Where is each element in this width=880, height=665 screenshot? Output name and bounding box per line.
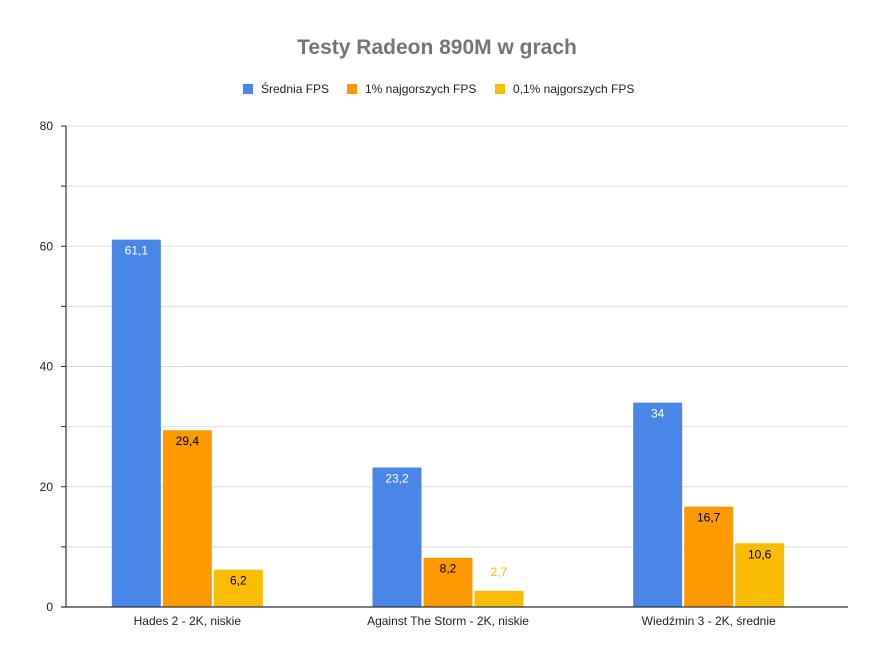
- data-label: 6,2: [230, 574, 247, 588]
- data-label: 23,2: [385, 472, 409, 486]
- x-tick-label: Against The Storm - 2K, niskie: [367, 614, 529, 628]
- bar: [633, 402, 683, 607]
- axes: 0 20 40 60 80 Hades 2 - 2K, niskie Against The…: [40, 119, 848, 628]
- legend-label: 0,1% najgorszych FPS: [513, 82, 634, 96]
- bar: [423, 557, 473, 607]
- legend-swatch: [347, 84, 357, 94]
- legend-swatch: [495, 84, 505, 94]
- chart-title: Testy Radeon 890M w grach: [297, 36, 577, 59]
- bar: [474, 590, 524, 607]
- y-tick-label: 0: [46, 600, 53, 614]
- bar: [162, 430, 212, 607]
- legend: Średnia FPS 1% najgorszych FPS 0,1% najgor…: [243, 81, 634, 96]
- data-label: 16,7: [697, 511, 721, 525]
- legend-swatch: [243, 84, 253, 94]
- y-tick-label: 20: [40, 480, 54, 494]
- y-tick-label: 80: [40, 119, 54, 133]
- data-label: 34: [651, 407, 665, 421]
- legend-label: 1% najgorszych FPS: [365, 82, 476, 96]
- bar: [735, 543, 785, 607]
- bars: 61,1 29,4 6,2 23,2 8,2 2,7 34 16,7 10,6: [111, 239, 785, 608]
- data-label: 29,4: [176, 434, 200, 448]
- bar: [213, 569, 263, 607]
- bar: [372, 467, 422, 607]
- data-label: 61,1: [125, 244, 149, 258]
- data-label: 8,2: [440, 562, 457, 576]
- data-label: 10,6: [748, 547, 772, 561]
- data-label: 2,7: [491, 565, 508, 579]
- bar: [684, 506, 734, 607]
- y-tick-label: 40: [40, 360, 54, 374]
- bar: [111, 239, 161, 608]
- y-tick-label: 60: [40, 239, 54, 253]
- x-tick-label: Wiedźmin 3 - 2K, średnie: [642, 614, 776, 628]
- legend-label: Średnia FPS: [261, 81, 329, 96]
- x-tick-label: Hades 2 - 2K, niskie: [134, 614, 242, 628]
